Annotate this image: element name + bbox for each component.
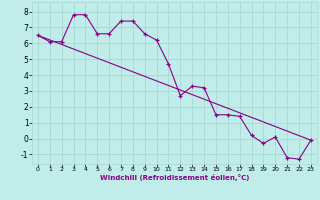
- X-axis label: Windchill (Refroidissement éolien,°C): Windchill (Refroidissement éolien,°C): [100, 174, 249, 181]
